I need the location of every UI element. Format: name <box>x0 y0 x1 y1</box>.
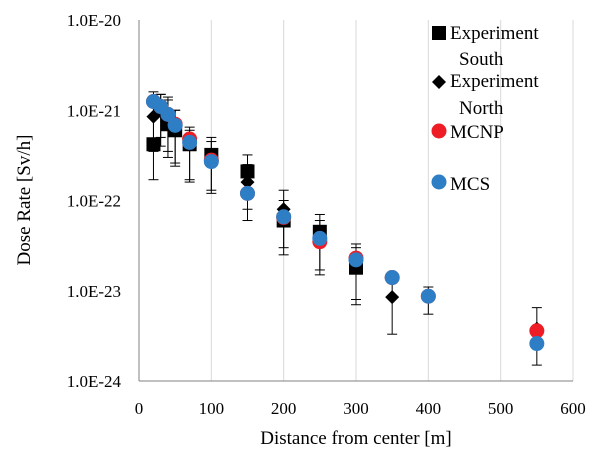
y-tick-label: 1.0E-21 <box>67 101 121 120</box>
y-tick-label: 1.0E-23 <box>67 282 121 301</box>
point-mcs <box>240 185 255 201</box>
legend-marker-mcs <box>431 174 447 190</box>
x-tick-label: 200 <box>271 399 297 418</box>
x-tick-label: 300 <box>343 399 369 418</box>
legend-marker-experiment-south <box>432 26 446 40</box>
point-mcs <box>182 134 198 150</box>
error-bar <box>387 277 398 335</box>
legend-label-experiment-south: South <box>459 49 504 70</box>
legend-marker-mcnp <box>431 123 447 139</box>
point-mcnp <box>529 323 545 339</box>
point-experiment-south <box>146 137 161 152</box>
legend-label-mcs: MCS <box>450 174 490 195</box>
y-tick-label: 1.0E-24 <box>67 372 122 391</box>
point-mcs <box>276 209 292 225</box>
point-mcs <box>160 106 176 122</box>
y-tick-label: 1.0E-22 <box>67 192 121 211</box>
point-mcs <box>203 154 219 170</box>
point-experiment-south <box>240 164 255 179</box>
point-mcs <box>312 230 328 246</box>
point-mcs <box>420 288 436 304</box>
x-tick-label: 100 <box>199 399 225 418</box>
legend-label-experiment-north: Experiment <box>450 71 539 92</box>
point-experiment-north <box>240 175 255 190</box>
point-experiment-north <box>385 290 400 305</box>
legend-entry-experiment-south: Experiment South <box>432 23 539 70</box>
legend-label-mcnp: MCNP <box>450 122 504 143</box>
legend-label-experiment-south: Experiment <box>450 23 539 44</box>
vertical-gridlines <box>210 20 574 381</box>
x-tick-labels: 0 100 200 300 400 500 600 <box>135 399 586 418</box>
x-tick-label: 400 <box>416 399 442 418</box>
y-tick-label: 1.0E-20 <box>67 11 121 30</box>
y-tick-labels: 1.0E-24 1.0E-23 1.0E-22 1.0E-21 1.0E-20 <box>67 11 122 391</box>
point-mcs <box>384 270 400 286</box>
y-axis-label: Dose Rate [Sv/h] <box>14 135 35 266</box>
point-mcs <box>529 336 545 352</box>
legend-label-experiment-north: North <box>459 98 504 119</box>
x-tick-label: 0 <box>135 399 144 418</box>
legend-entry-mcnp: MCNP <box>431 122 504 143</box>
legend-entry-mcs: MCS <box>431 174 490 195</box>
legend-marker-experiment-north <box>432 75 446 89</box>
x-axis-label: Distance from center [m] <box>260 428 452 449</box>
point-mcs <box>348 252 364 268</box>
data-points <box>145 94 545 352</box>
x-tick-label: 600 <box>560 399 586 418</box>
x-tick-label: 500 <box>488 399 514 418</box>
legend-entry-experiment-north: Experiment North <box>432 71 539 119</box>
point-mcs <box>167 117 183 133</box>
